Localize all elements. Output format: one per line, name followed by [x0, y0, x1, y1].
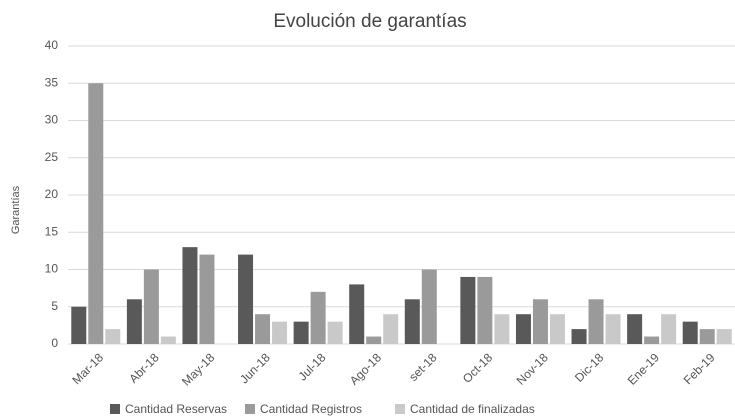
- y-tick-label: 40: [45, 38, 59, 52]
- bar: [494, 314, 510, 344]
- y-tick-label: 20: [45, 187, 59, 201]
- bar: [293, 321, 309, 344]
- legend-label: Cantidad Registros: [260, 402, 362, 416]
- x-tick-label: May-18: [179, 350, 217, 388]
- y-tick-label: 5: [51, 299, 58, 313]
- x-tick-label: Mar-18: [69, 350, 106, 387]
- x-tick-label: Ene-19: [625, 350, 662, 387]
- x-tick-label: Dic-18: [572, 350, 607, 385]
- bar: [460, 276, 476, 344]
- bar: [605, 314, 621, 344]
- x-tick-label: Jul-18: [295, 350, 328, 383]
- bar: [699, 329, 715, 344]
- legend-swatch: [110, 404, 120, 414]
- bar: [661, 314, 677, 344]
- bar: [644, 336, 660, 344]
- bar: [182, 247, 198, 344]
- y-tick-label: 30: [45, 113, 59, 127]
- bar: [199, 254, 215, 344]
- x-tick-label: Feb-19: [681, 350, 718, 387]
- bar: [272, 321, 288, 344]
- bar: [532, 299, 548, 344]
- bar: [404, 299, 420, 344]
- y-tick-label: 25: [45, 150, 59, 164]
- bar: [366, 336, 382, 344]
- bar: [421, 269, 437, 344]
- bar: [126, 299, 142, 344]
- bar: [571, 329, 587, 344]
- x-tick-label: Jun-18: [237, 350, 273, 386]
- y-axis-label: Garantías: [10, 185, 22, 234]
- y-tick-label: 35: [45, 75, 59, 89]
- x-tick-label: Nov-18: [514, 350, 551, 387]
- bar: [383, 314, 399, 344]
- bar: [515, 314, 531, 344]
- legend-swatch: [395, 404, 405, 414]
- bar: [310, 291, 326, 344]
- y-tick-label: 10: [45, 262, 59, 276]
- bar: [143, 269, 159, 344]
- x-tick-label: Abr-18: [126, 350, 162, 386]
- legend-swatch: [245, 404, 255, 414]
- bar: [477, 276, 493, 344]
- y-tick-label: 15: [45, 224, 59, 238]
- x-tick-label: set-18: [406, 350, 440, 384]
- legend-label: Cantidad Reservas: [125, 402, 227, 416]
- legend-label: Cantidad de finalizadas: [410, 402, 535, 416]
- bar: [327, 321, 343, 344]
- bar: [682, 321, 698, 344]
- bar: [160, 336, 176, 344]
- x-tick-label: Oct-18: [460, 350, 496, 386]
- bar: [238, 254, 254, 344]
- bar: [588, 299, 604, 344]
- bar: [549, 314, 565, 344]
- y-tick-label: 0: [51, 336, 58, 350]
- x-tick-label: Ago-18: [347, 350, 384, 387]
- bar: [255, 314, 271, 344]
- bar: [349, 284, 365, 344]
- bar: [716, 329, 732, 344]
- bar: [71, 306, 87, 344]
- chart-title: Evolución de garantías: [273, 11, 466, 32]
- bar: [88, 83, 104, 344]
- bar: [105, 329, 121, 344]
- bar: [627, 314, 643, 344]
